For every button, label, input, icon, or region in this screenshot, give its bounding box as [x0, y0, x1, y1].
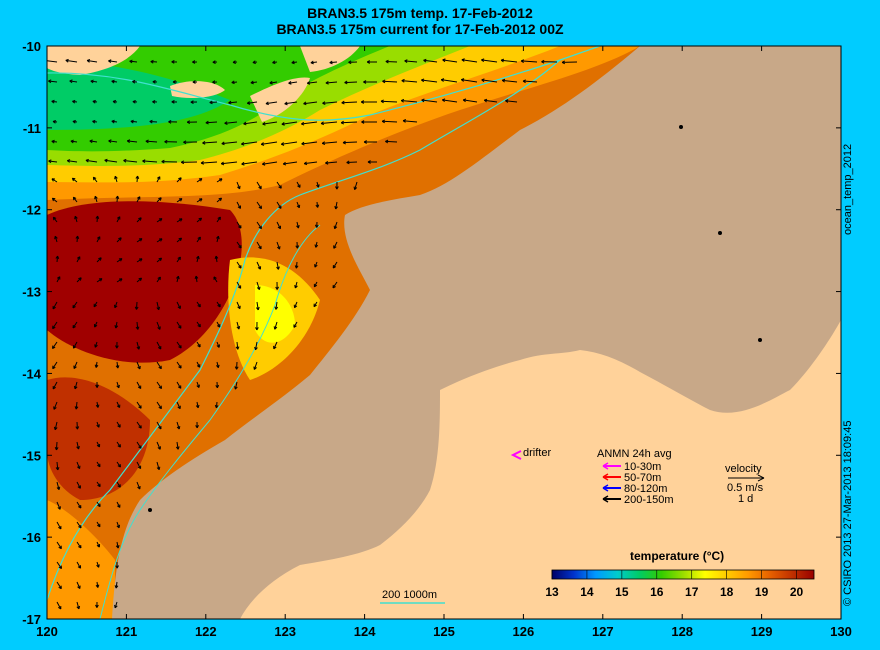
x-tick-label: 121	[116, 624, 138, 639]
x-tick-label: 130	[830, 624, 852, 639]
side-label-top: ocean_temp_2012	[842, 144, 854, 235]
anmn-item-label: 200-150m	[624, 494, 674, 506]
x-tick-label: 124	[354, 624, 376, 639]
map-area	[45, 46, 841, 619]
x-tick-label: 129	[751, 624, 773, 639]
x-tick-label: 125	[433, 624, 455, 639]
anmn-title: ANMN 24h avg	[597, 448, 672, 460]
x-tick-label: 123	[274, 624, 296, 639]
y-tick-label: -10	[22, 39, 41, 54]
colorbar-tick: 20	[790, 585, 804, 599]
colorbar-tick: 17	[685, 585, 699, 599]
station-marker	[679, 125, 683, 129]
velocity-time: 1 d	[738, 493, 753, 505]
colorbar-tick: 16	[650, 585, 664, 599]
x-tick-label: 122	[195, 624, 217, 639]
y-tick-label: -15	[22, 448, 41, 463]
velocity-title: velocity	[725, 463, 762, 475]
side-label-bottom: © CSIRO 2013 27-Mar-2013 18:09:45	[842, 421, 854, 606]
colorbar-tick: 18	[720, 585, 734, 599]
station-marker	[148, 508, 152, 512]
y-tick-label: -14	[22, 366, 42, 381]
colorbar-tick: 13	[545, 585, 559, 599]
station-marker	[758, 338, 762, 342]
isobath-legend: 200 1000m	[380, 589, 445, 603]
y-tick-label: -13	[22, 285, 41, 300]
x-tick-label: 126	[513, 624, 535, 639]
y-tick-label: -12	[22, 203, 41, 218]
y-tick-label: -16	[22, 530, 41, 545]
station-marker	[718, 231, 722, 235]
isobath-label: 200 1000m	[382, 589, 437, 601]
colorbar-tick: 14	[580, 585, 594, 599]
drifter-label: drifter	[523, 447, 551, 459]
y-tick-label: -11	[23, 121, 41, 136]
colorbar-title: temperature (°C)	[630, 549, 724, 563]
x-tick-label: 128	[671, 624, 693, 639]
colorbar-strip	[552, 570, 814, 579]
colorbar-tick: 19	[755, 585, 769, 599]
y-tick-label: -17	[22, 612, 41, 627]
colorbar-tick: 15	[615, 585, 629, 599]
x-tick-label: 127	[592, 624, 614, 639]
